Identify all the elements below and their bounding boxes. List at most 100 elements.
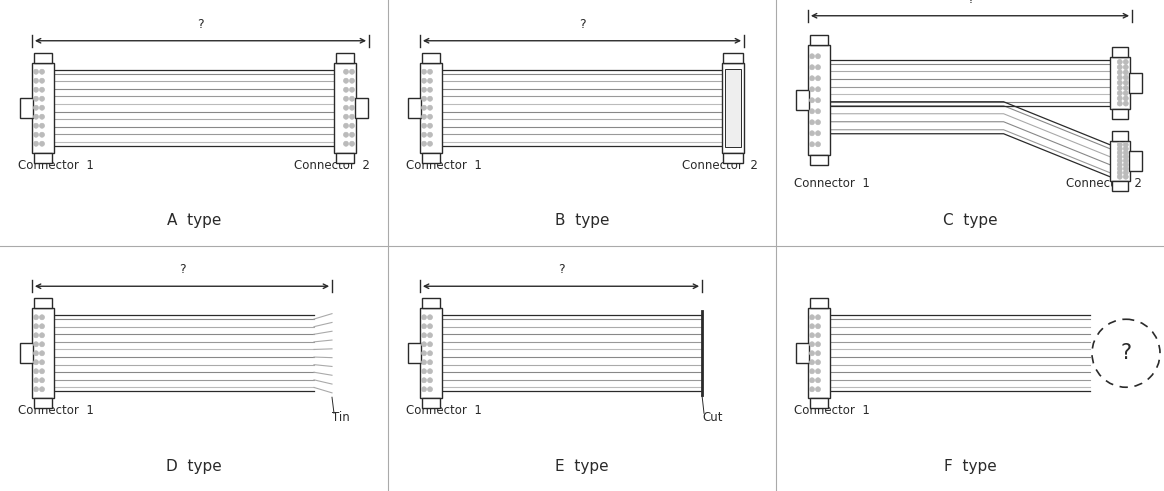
Circle shape [427,78,433,83]
Bar [423,53,440,63]
Circle shape [40,315,44,320]
Text: ?: ? [197,18,204,31]
Circle shape [809,387,815,392]
Circle shape [40,132,44,137]
Circle shape [1117,174,1122,179]
Text: Connector  1: Connector 1 [794,404,870,417]
Bar [1112,47,1128,57]
Circle shape [816,387,821,392]
Circle shape [809,98,815,103]
Circle shape [1117,142,1122,147]
Circle shape [1117,80,1122,85]
Bar [20,98,33,118]
Circle shape [809,54,815,59]
Circle shape [40,360,44,365]
Bar [409,343,421,363]
Circle shape [40,342,44,347]
Circle shape [809,324,815,329]
Text: D  type: D type [166,459,222,474]
Circle shape [40,105,44,110]
Circle shape [427,315,433,320]
Circle shape [34,369,38,374]
Bar [420,63,442,153]
Text: Connector  1: Connector 1 [406,404,482,417]
Circle shape [349,123,355,128]
Circle shape [40,114,44,119]
Circle shape [809,65,815,70]
Circle shape [1123,75,1128,80]
Bar [1112,109,1128,119]
Text: C  type: C type [943,214,998,228]
Circle shape [427,324,433,329]
Circle shape [427,141,433,146]
Bar [796,90,809,110]
Circle shape [343,87,348,92]
Text: ?: ? [966,0,973,6]
Circle shape [1117,162,1122,167]
Circle shape [816,378,821,383]
Circle shape [34,360,38,365]
Bar [808,308,830,398]
Circle shape [343,105,348,110]
Bar [34,153,52,163]
Circle shape [809,369,815,374]
Bar [34,398,52,408]
Circle shape [1123,70,1128,75]
Circle shape [1123,170,1128,175]
Circle shape [421,78,426,83]
Circle shape [34,333,38,338]
Circle shape [1123,65,1128,70]
Circle shape [1123,158,1128,163]
Circle shape [421,387,426,392]
Bar [355,98,368,118]
Circle shape [40,324,44,329]
Text: F  type: F type [944,459,996,474]
Bar [336,53,354,63]
Circle shape [1123,85,1128,90]
Circle shape [816,360,821,365]
Text: Connector  2: Connector 2 [682,159,758,172]
Bar [34,53,52,63]
Circle shape [427,378,433,383]
Circle shape [34,351,38,356]
Bar [34,298,52,308]
Circle shape [427,333,433,338]
Circle shape [40,96,44,101]
Circle shape [343,96,348,101]
Circle shape [421,315,426,320]
Text: B  type: B type [555,214,609,228]
Circle shape [1123,174,1128,179]
Bar [796,343,809,363]
Circle shape [34,315,38,320]
Circle shape [816,333,821,338]
Circle shape [809,342,815,347]
Bar [723,153,743,163]
Text: ?: ? [1121,343,1131,363]
Circle shape [1117,158,1122,163]
Bar [423,153,440,163]
Circle shape [421,105,426,110]
Bar [334,63,356,153]
Circle shape [809,351,815,356]
Circle shape [343,69,348,74]
Circle shape [816,351,821,356]
Circle shape [427,387,433,392]
Circle shape [349,105,355,110]
Circle shape [421,342,426,347]
Bar [423,398,440,408]
Text: Connector  1: Connector 1 [17,159,94,172]
Circle shape [343,114,348,119]
Bar [420,308,442,398]
Circle shape [427,114,433,119]
Circle shape [421,324,426,329]
Circle shape [421,351,426,356]
Circle shape [809,131,815,136]
Circle shape [34,69,38,74]
Circle shape [40,351,44,356]
Bar [722,63,744,153]
Circle shape [421,123,426,128]
Circle shape [40,369,44,374]
Circle shape [40,378,44,383]
Bar [1129,151,1142,171]
Circle shape [816,120,821,125]
